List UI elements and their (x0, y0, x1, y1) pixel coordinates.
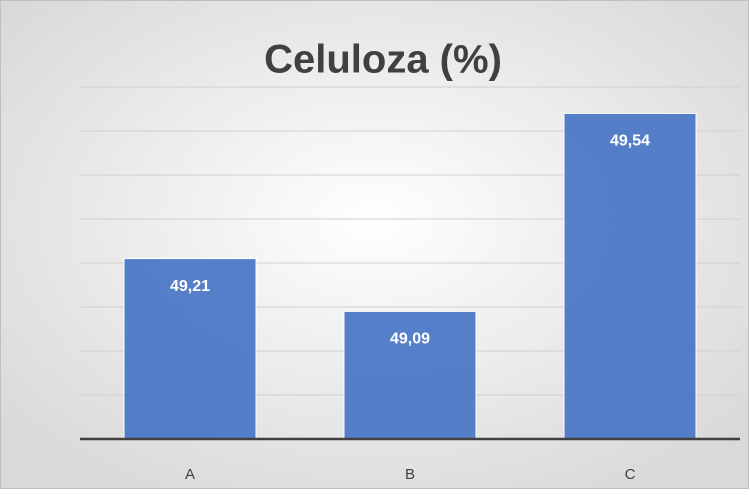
data-label: 49,21 (170, 278, 210, 295)
chart-title: Celuloza (%) (264, 38, 502, 82)
data-label: 49,09 (390, 331, 430, 348)
x-tick-label: A (185, 466, 195, 483)
x-tick-label: B (405, 466, 415, 483)
bar (563, 112, 697, 440)
data-label: 49,54 (610, 133, 650, 150)
x-tick-label: C (625, 466, 636, 483)
